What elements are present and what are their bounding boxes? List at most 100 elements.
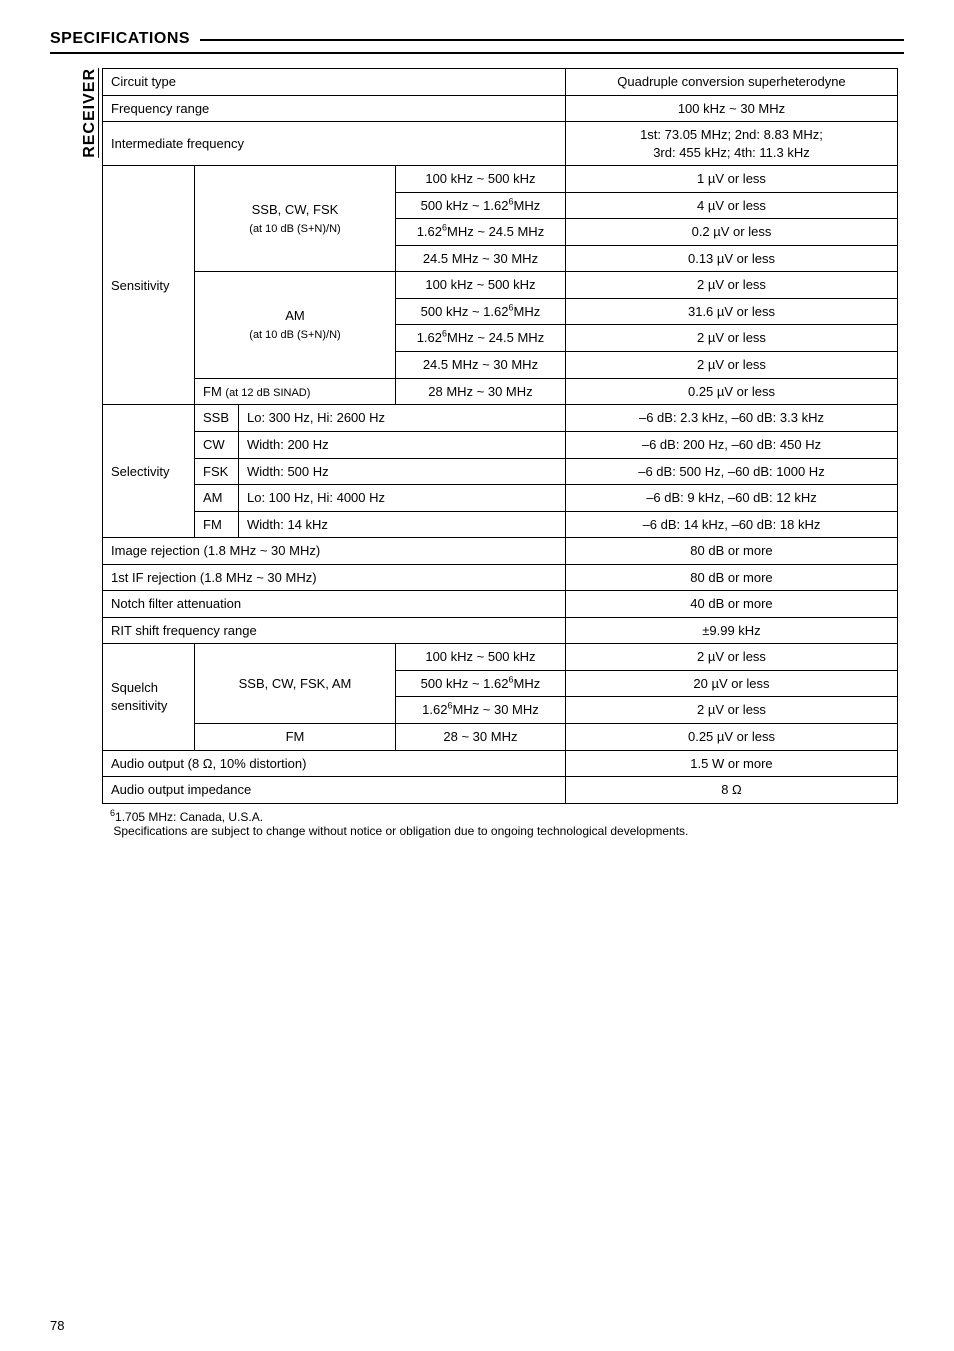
mode-cond: (at 10 dB (S+N)/N) [249, 329, 340, 341]
table-row: Frequency range 100 kHz ~ 30 MHz [103, 95, 898, 122]
cell-value: –6 dB: 500 Hz, –60 dB: 1000 Hz [565, 458, 897, 485]
cell-value: 0.13 µV or less [565, 245, 897, 272]
selectivity-label: Selectivity [103, 405, 195, 538]
cell-label: Circuit type [103, 69, 566, 96]
cell-range: 1.626MHz ~ 24.5 MHz [395, 325, 565, 352]
cell-label: Notch filter attenuation [103, 591, 566, 618]
cell-mode: FM [195, 511, 239, 538]
cell-mode: AM [195, 485, 239, 512]
cell-value: 0.25 µV or less [565, 378, 897, 405]
cell-value: 80 dB or more [565, 564, 897, 591]
spec-table: Circuit type Quadruple conversion superh… [102, 68, 898, 804]
sensitivity-label: Sensitivity [103, 166, 195, 405]
cell-range: 1.626MHz ~ 30 MHz [395, 697, 565, 724]
cell-value: –6 dB: 14 kHz, –60 dB: 18 kHz [565, 511, 897, 538]
cell-value: 2 µV or less [565, 325, 897, 352]
table-row: Audio output (8 Ω, 10% distortion) 1.5 W… [103, 750, 898, 777]
cell-value: Quadruple conversion superheterodyne [565, 69, 897, 96]
table-row: Audio output impedance 8 Ω [103, 777, 898, 804]
cell-label: Frequency range [103, 95, 566, 122]
table-row: FSK Width: 500 Hz –6 dB: 500 Hz, –60 dB:… [103, 458, 898, 485]
cell-label: 1st IF rejection (1.8 MHz ~ 30 MHz) [103, 564, 566, 591]
cell-label: RIT shift frequency range [103, 617, 566, 644]
section-header: SPECIFICATIONS [50, 30, 904, 50]
cell-value: 2 µV or less [565, 352, 897, 379]
cell-label: Image rejection (1.8 MHz ~ 30 MHz) [103, 538, 566, 565]
table-row: 1st IF rejection (1.8 MHz ~ 30 MHz) 80 d… [103, 564, 898, 591]
section-title: SPECIFICATIONS [50, 30, 190, 48]
cell-mode: SSB, CW, FSK, AM [195, 644, 396, 724]
cell-mode: CW [195, 431, 239, 458]
table-row: Selectivity SSB Lo: 300 Hz, Hi: 2600 Hz … [103, 405, 898, 432]
cell-range: 24.5 MHz ~ 30 MHz [395, 352, 565, 379]
cell-mode: SSB, CW, FSK (at 10 dB (S+N)/N) [195, 166, 396, 272]
cell-mode: FM [195, 723, 396, 750]
cell-label: Audio output (8 Ω, 10% distortion) [103, 750, 566, 777]
cell-mode: SSB [195, 405, 239, 432]
cell-value: –6 dB: 2.3 kHz, –60 dB: 3.3 kHz [565, 405, 897, 432]
specs-block: RECEIVER Circuit type Quadruple conversi… [78, 68, 898, 804]
squelch-label: Squelch sensitivity [103, 644, 195, 750]
cell-mode: AM (at 10 dB (S+N)/N) [195, 272, 396, 378]
table-row: FM (at 12 dB SINAD) 28 MHz ~ 30 MHz 0.25… [103, 378, 898, 405]
cell-label: Audio output impedance [103, 777, 566, 804]
cell-desc: Width: 200 Hz [239, 431, 566, 458]
cell-value: 1st: 73.05 MHz; 2nd: 8.83 MHz; 3rd: 455 … [565, 122, 897, 166]
cell-value: 2 µV or less [565, 272, 897, 299]
mode-name: AM [285, 308, 305, 323]
cell-value: 4 µV or less [565, 192, 897, 219]
cell-desc: Lo: 300 Hz, Hi: 2600 Hz [239, 405, 566, 432]
cell-value: 20 µV or less [565, 670, 897, 697]
cell-value: 2 µV or less [565, 644, 897, 671]
cell-range: 100 kHz ~ 500 kHz [395, 644, 565, 671]
table-row: RIT shift frequency range ±9.99 kHz [103, 617, 898, 644]
cell-desc: Width: 14 kHz [239, 511, 566, 538]
cell-value: 1.5 W or more [565, 750, 897, 777]
cell-range: 500 kHz ~ 1.626MHz [395, 192, 565, 219]
table-row: Squelch sensitivity SSB, CW, FSK, AM 100… [103, 644, 898, 671]
cell-desc: Width: 500 Hz [239, 458, 566, 485]
cell-value: 80 dB or more [565, 538, 897, 565]
cell-value: –6 dB: 9 kHz, –60 dB: 12 kHz [565, 485, 897, 512]
cell-range: 24.5 MHz ~ 30 MHz [395, 245, 565, 272]
table-row: CW Width: 200 Hz –6 dB: 200 Hz, –60 dB: … [103, 431, 898, 458]
under-rule [50, 52, 904, 54]
cell-range: 500 kHz ~ 1.626MHz [395, 670, 565, 697]
table-row: FM 28 ~ 30 MHz 0.25 µV or less [103, 723, 898, 750]
cell-range: 1.626MHz ~ 24.5 MHz [395, 219, 565, 246]
cell-range: 100 kHz ~ 500 kHz [395, 166, 565, 193]
cell-value: 2 µV or less [565, 697, 897, 724]
cell-mode: FSK [195, 458, 239, 485]
mode-cond: (at 10 dB (S+N)/N) [249, 223, 340, 235]
cell-mode: FM (at 12 dB SINAD) [195, 378, 396, 405]
title-rule [200, 39, 904, 41]
cell-value: 40 dB or more [565, 591, 897, 618]
cell-value: 0.25 µV or less [565, 723, 897, 750]
page-number: 78 [50, 1318, 64, 1333]
cell-label: Intermediate frequency [103, 122, 566, 166]
mode-name: SSB, CW, FSK [252, 202, 339, 217]
receiver-label: RECEIVER [81, 68, 99, 162]
cell-value: –6 dB: 200 Hz, –60 dB: 450 Hz [565, 431, 897, 458]
cell-value: 100 kHz ~ 30 MHz [565, 95, 897, 122]
table-row: AM Lo: 100 Hz, Hi: 4000 Hz –6 dB: 9 kHz,… [103, 485, 898, 512]
table-row: Circuit type Quadruple conversion superh… [103, 69, 898, 96]
table-row: AM (at 10 dB (S+N)/N) 100 kHz ~ 500 kHz … [103, 272, 898, 299]
cell-value: ±9.99 kHz [565, 617, 897, 644]
cell-value: 1 µV or less [565, 166, 897, 193]
cell-value: 8 Ω [565, 777, 897, 804]
cell-range: 100 kHz ~ 500 kHz [395, 272, 565, 299]
cell-value: 31.6 µV or less [565, 298, 897, 325]
cell-value: 0.2 µV or less [565, 219, 897, 246]
table-row: Notch filter attenuation 40 dB or more [103, 591, 898, 618]
receiver-label-wrap: RECEIVER [78, 68, 102, 804]
footnote: 61.705 MHz: Canada, U.S.A. Specification… [110, 810, 904, 838]
table-row: Sensitivity SSB, CW, FSK (at 10 dB (S+N)… [103, 166, 898, 193]
cell-range: 500 kHz ~ 1.626MHz [395, 298, 565, 325]
table-row: Image rejection (1.8 MHz ~ 30 MHz) 80 dB… [103, 538, 898, 565]
cell-range: 28 MHz ~ 30 MHz [395, 378, 565, 405]
cell-range: 28 ~ 30 MHz [395, 723, 565, 750]
table-row: FM Width: 14 kHz –6 dB: 14 kHz, –60 dB: … [103, 511, 898, 538]
table-row: Intermediate frequency 1st: 73.05 MHz; 2… [103, 122, 898, 166]
cell-desc: Lo: 100 Hz, Hi: 4000 Hz [239, 485, 566, 512]
